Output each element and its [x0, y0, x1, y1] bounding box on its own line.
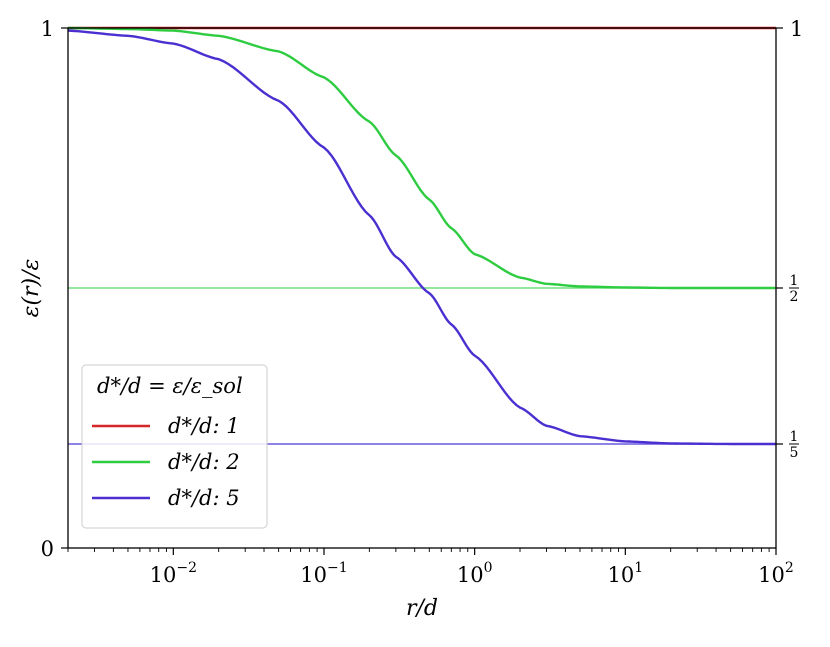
- legend-label-1: d*/d: 1: [168, 414, 240, 438]
- fraction-denominator-1: 2: [790, 289, 799, 305]
- y-right-fraction-label-2: 15: [789, 429, 799, 461]
- x-tick-label-1: 10−1: [300, 560, 347, 587]
- y-right-tick-label-0: 1: [790, 17, 803, 41]
- legend-label-2: d*/d: 2: [168, 450, 240, 474]
- fraction-denominator-2: 5: [790, 445, 799, 461]
- x-tick-label-0: 10−2: [150, 560, 197, 587]
- x-tick-label-3: 101: [608, 560, 644, 587]
- legend-entries: d*/d: 1 d*/d: 2 d*/d: 5: [92, 414, 240, 510]
- x-axis-title: r/d: [406, 596, 438, 621]
- legend-label-3: d*/d: 5: [168, 486, 240, 510]
- fraction-numerator-2: 1: [790, 429, 799, 445]
- fraction-numerator-1: 1: [790, 273, 799, 289]
- series-line-3: [67, 29, 776, 446]
- y-left-tick-label-0: 0: [41, 537, 54, 561]
- series-line-2: [67, 26, 776, 290]
- legend: d*/d = ε/ε_sol d*/d: 1 d*/d: 2 d*/d: 5: [81, 364, 268, 529]
- y-right-fraction-label-1: 12: [789, 273, 799, 305]
- y-left-tick-label-1: 1: [41, 17, 54, 41]
- x-tick-label-2: 100: [457, 560, 493, 587]
- legend-title: d*/d = ε/ε_sol: [97, 374, 243, 398]
- x-tick-label-4: 102: [758, 560, 794, 587]
- y-axis-title: ε(r)/ε: [19, 259, 44, 318]
- legend-box: [81, 364, 268, 529]
